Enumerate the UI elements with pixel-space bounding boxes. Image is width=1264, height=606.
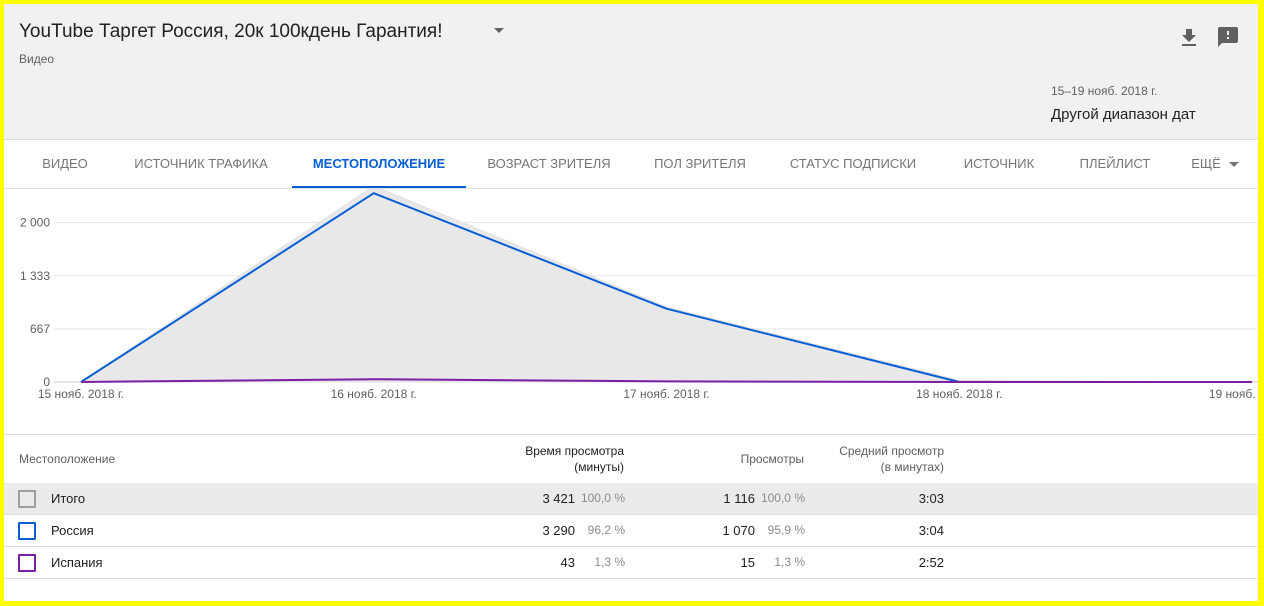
dimension-tabs: ВИДЕО ИСТОЧНИК ТРАФИКА МЕСТОПОЛОЖЕНИЕ ВО… (4, 140, 1258, 189)
table-row: Россия 3 290 96,2 % 1 070 95,9 % 3:04 (4, 515, 1258, 547)
col-views[interactable]: Просмотры (740, 452, 804, 466)
col-location[interactable]: Местоположение (19, 452, 116, 466)
row-views: 1 070 (722, 523, 755, 538)
col-watch-time-line2: (минуты) (574, 460, 624, 474)
series-checkbox[interactable] (18, 554, 36, 572)
tab-playlist[interactable]: ПЛЕЙЛИСТ (1079, 156, 1151, 171)
y-tick-label: 1 333 (20, 269, 50, 283)
row-views: 15 (740, 555, 755, 570)
row-views: 1 116 (723, 491, 755, 506)
date-range-selector[interactable]: Другой диапазон дат (1051, 106, 1196, 123)
row-watch-time-pct: 96,2 % (587, 523, 625, 537)
row-views-pct: 100,0 % (760, 491, 805, 505)
row-avg-view: 3:03 (918, 491, 944, 506)
tab-more-label: ЕЩЁ (1191, 156, 1221, 171)
analytics-panel: YouTube Таргет Россия, 20к 100кдень Гара… (4, 4, 1258, 601)
col-watch-time[interactable]: Время просмотра (минуты) (474, 443, 624, 475)
report-header: YouTube Таргет Россия, 20к 100кдень Гара… (4, 4, 1258, 140)
series-checkbox[interactable] (18, 490, 36, 508)
tab-video[interactable]: ВИДЕО (42, 156, 88, 171)
y-tick-label: 667 (30, 322, 50, 336)
title-dropdown-icon[interactable] (494, 28, 504, 33)
date-range-label: 15–19 нояб. 2018 г. (1051, 84, 1158, 98)
page-subtitle: Видео (19, 52, 55, 66)
views-chart: 0 667 1 333 2 000 15 нояб. 2018 г. 16 нояб. … (20, 189, 1258, 401)
col-watch-time-line1: Время просмотра (525, 444, 624, 458)
table-header: Местоположение Время просмотра (минуты) … (4, 434, 1258, 484)
x-tick-label: 19 нояб. 2018 г. (1209, 387, 1258, 401)
row-views-pct: 95,9 % (767, 523, 805, 537)
tab-viewer-gender[interactable]: ПОЛ ЗРИТЕЛЯ (654, 156, 746, 171)
y-tick-label: 0 (43, 375, 50, 389)
col-avg-view-line2: (в минутах) (880, 460, 944, 474)
x-tick-label: 18 нояб. 2018 г. (916, 387, 1002, 401)
tab-more[interactable]: ЕЩЁ (1180, 140, 1250, 188)
col-avg-view[interactable]: Средний просмотр (в минутах) (804, 443, 944, 475)
tab-viewer-age[interactable]: ВОЗРАСТ ЗРИТЕЛЯ (487, 156, 611, 171)
series-area-total (79, 189, 1253, 383)
x-tick-label: 16 нояб. 2018 г. (331, 387, 417, 401)
x-tick-label: 15 нояб. 2018 г. (38, 387, 124, 401)
row-location: Россия (51, 523, 94, 538)
row-avg-view: 3:04 (918, 523, 944, 538)
table-row: Итого 3 421 100,0 % 1 116 100,0 % 3:03 (4, 483, 1258, 515)
row-watch-time-pct: 100,0 % (580, 491, 625, 505)
table-row: Испания 43 1,3 % 15 1,3 % 2:52 (4, 547, 1258, 579)
tab-subscription-status[interactable]: СТАТУС ПОДПИСКИ (789, 156, 917, 171)
col-avg-view-line1: Средний просмотр (839, 444, 944, 458)
row-avg-view: 2:52 (918, 555, 944, 570)
feedback-icon[interactable] (1216, 25, 1240, 49)
download-icon[interactable] (1177, 26, 1201, 50)
chevron-down-icon (1228, 162, 1239, 168)
tab-location[interactable]: МЕСТОПОЛОЖЕНИЕ (292, 140, 466, 188)
x-tick-label: 17 нояб. 2018 г. (623, 387, 709, 401)
row-watch-time: 43 (560, 555, 575, 570)
tab-traffic-source[interactable]: ИСТОЧНИК ТРАФИКА (134, 156, 268, 171)
row-location: Испания (51, 555, 103, 570)
row-watch-time: 3 421 (542, 491, 575, 506)
row-location: Итого (51, 491, 86, 506)
series-checkbox[interactable] (18, 522, 36, 540)
row-views-pct: 1,3 % (774, 555, 805, 569)
tab-source[interactable]: ИСТОЧНИК (963, 156, 1035, 171)
row-watch-time: 3 290 (542, 523, 575, 538)
y-tick-label: 2 000 (20, 216, 50, 230)
page-title: YouTube Таргет Россия, 20к 100кдень Гара… (19, 21, 443, 42)
row-watch-time-pct: 1,3 % (594, 555, 625, 569)
